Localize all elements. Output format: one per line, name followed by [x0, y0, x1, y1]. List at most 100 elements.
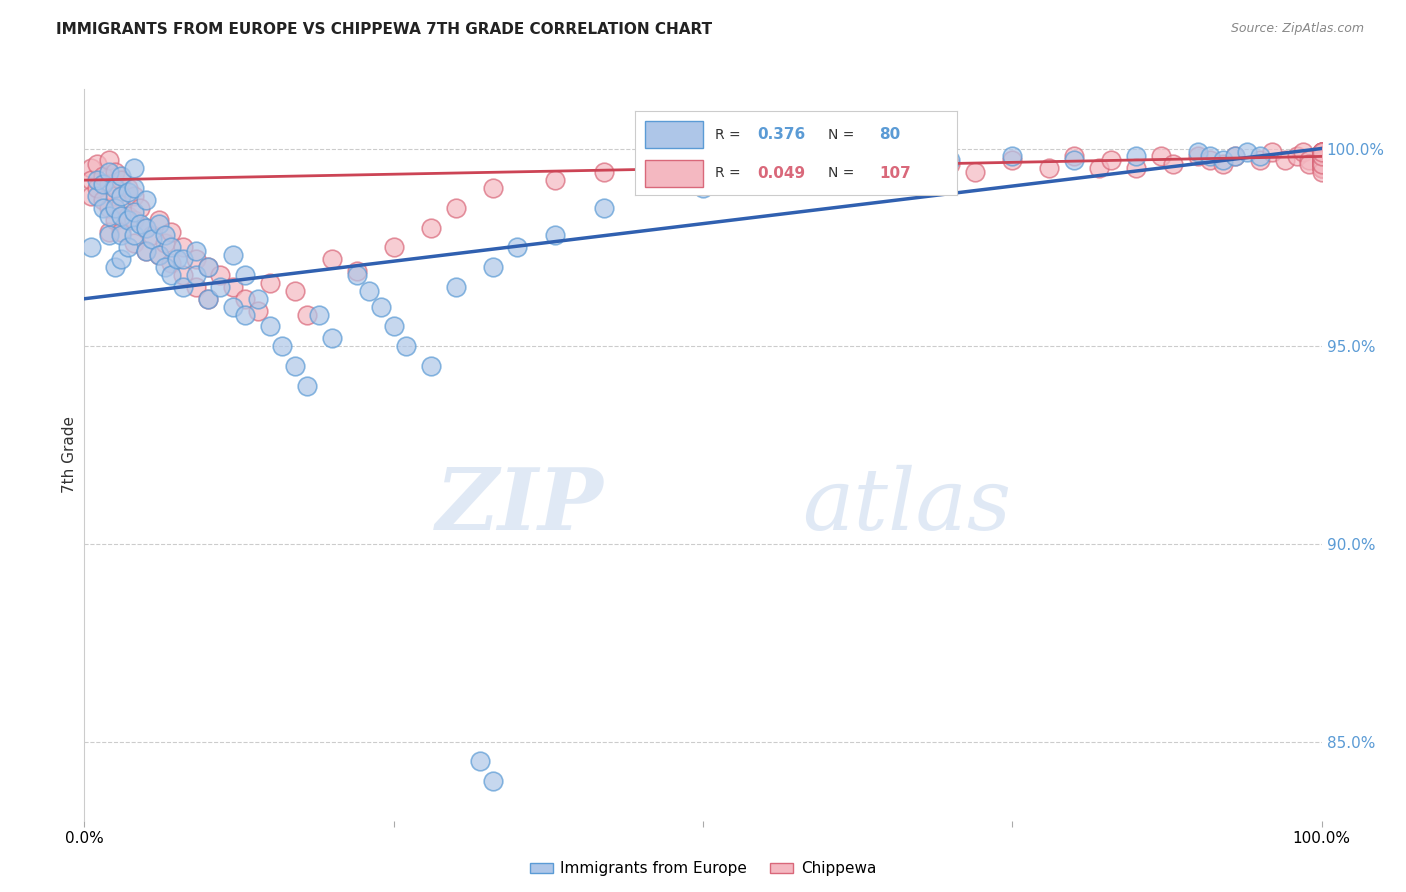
Point	[1249, 153, 1271, 168]
Point	[122, 181, 145, 195]
Point	[754, 173, 776, 187]
Point	[370, 300, 392, 314]
Point	[222, 300, 245, 314]
Point	[172, 268, 194, 282]
Point	[295, 308, 318, 322]
Point	[1001, 149, 1024, 163]
Point	[117, 240, 139, 254]
Point	[1063, 153, 1085, 168]
Point	[1125, 161, 1147, 176]
Point	[754, 169, 776, 184]
Point	[419, 359, 441, 373]
Point	[122, 189, 145, 203]
Point	[1310, 149, 1333, 163]
Point	[1310, 153, 1333, 168]
Point	[1310, 145, 1333, 160]
Point	[135, 193, 157, 207]
Point	[1310, 153, 1333, 168]
Point	[1187, 145, 1209, 160]
Point	[1310, 145, 1333, 160]
Point	[1161, 157, 1184, 171]
Point	[209, 280, 232, 294]
Point	[395, 339, 418, 353]
Point	[98, 228, 121, 243]
Point	[593, 201, 616, 215]
Point	[692, 181, 714, 195]
Point	[129, 217, 152, 231]
Point	[1310, 145, 1333, 160]
Point	[965, 165, 987, 179]
Point	[1038, 161, 1060, 176]
Point	[1274, 153, 1296, 168]
Point	[357, 284, 380, 298]
Point	[246, 303, 269, 318]
Point	[1099, 153, 1122, 168]
Point	[209, 268, 232, 282]
Y-axis label: 7th Grade: 7th Grade	[62, 417, 77, 493]
Point	[98, 165, 121, 179]
Point	[444, 280, 467, 294]
Point	[382, 319, 405, 334]
Point	[110, 173, 132, 187]
Point	[1212, 153, 1234, 168]
Point	[1125, 149, 1147, 163]
Point	[1310, 157, 1333, 171]
Point	[1001, 153, 1024, 168]
Point	[117, 181, 139, 195]
Point	[284, 359, 307, 373]
Point	[815, 165, 838, 179]
Point	[1310, 165, 1333, 179]
Point	[1310, 149, 1333, 163]
Point	[1310, 153, 1333, 168]
Point	[1292, 145, 1315, 160]
Point	[91, 177, 114, 191]
Point	[148, 212, 170, 227]
Point	[543, 228, 565, 243]
Point	[1212, 157, 1234, 171]
Point	[1310, 161, 1333, 176]
Point	[91, 201, 114, 215]
Point	[117, 212, 139, 227]
Point	[79, 189, 101, 203]
Text: ZIP: ZIP	[436, 465, 605, 548]
Point	[1298, 157, 1320, 171]
Point	[852, 153, 875, 168]
Point	[86, 157, 108, 171]
Point	[104, 189, 127, 203]
Point	[98, 225, 121, 239]
Point	[233, 308, 256, 322]
Point	[104, 201, 127, 215]
Point	[98, 177, 121, 191]
Point	[91, 193, 114, 207]
Point	[1310, 161, 1333, 176]
Point	[1310, 157, 1333, 171]
Point	[122, 212, 145, 227]
Point	[877, 161, 900, 176]
Point	[222, 248, 245, 262]
Point	[110, 209, 132, 223]
Point	[939, 157, 962, 171]
Point	[122, 228, 145, 243]
Bar	[644, 121, 703, 148]
Point	[790, 157, 813, 171]
Text: 107: 107	[879, 166, 911, 181]
Point	[122, 161, 145, 176]
Point	[1150, 149, 1173, 163]
Point	[1285, 149, 1308, 163]
Point	[1310, 145, 1333, 160]
Point	[141, 228, 163, 243]
Point	[1310, 149, 1333, 163]
Point	[1261, 145, 1284, 160]
Point	[295, 378, 318, 392]
Point	[153, 260, 176, 274]
Point	[160, 256, 183, 270]
Point	[1199, 153, 1222, 168]
Point	[1223, 149, 1246, 163]
Point	[419, 220, 441, 235]
Text: Source: ZipAtlas.com: Source: ZipAtlas.com	[1230, 22, 1364, 36]
Point	[129, 201, 152, 215]
Point	[593, 165, 616, 179]
Point	[104, 165, 127, 179]
Point	[86, 189, 108, 203]
Point	[197, 292, 219, 306]
